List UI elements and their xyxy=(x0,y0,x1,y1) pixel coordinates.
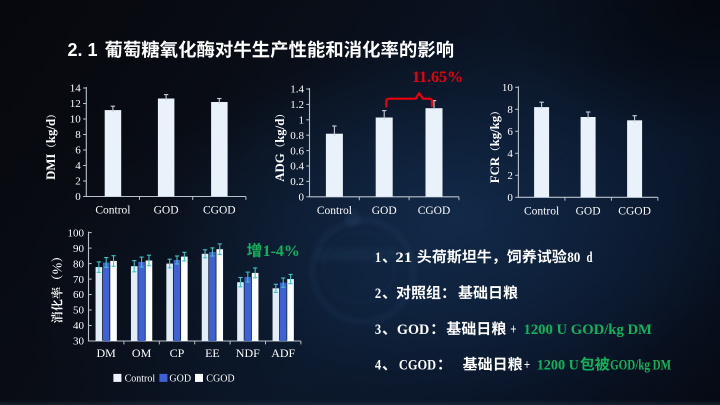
svg-text:CGOD: CGOD xyxy=(206,373,234,384)
svg-text:1.2: 1.2 xyxy=(290,99,304,111)
svg-text:GOD: GOD xyxy=(576,205,601,217)
svg-text:EE: EE xyxy=(205,346,220,360)
svg-text:kg/d: kg/d xyxy=(273,119,287,143)
svg-text:2: 2 xyxy=(75,176,81,188)
svg-text:DM: DM xyxy=(97,346,117,360)
svg-text:CP: CP xyxy=(170,346,185,360)
svg-text:1: 1 xyxy=(375,250,381,266)
svg-text:1.4: 1.4 xyxy=(290,84,304,96)
svg-text:Control: Control xyxy=(317,205,352,217)
svg-text:0.6: 0.6 xyxy=(290,145,304,157)
svg-text:40: 40 xyxy=(73,320,85,332)
svg-text:CGOD: CGOD xyxy=(399,358,436,374)
svg-text:2. 1: 2. 1 xyxy=(68,40,98,60)
svg-text:OM: OM xyxy=(132,346,152,360)
svg-text:6: 6 xyxy=(507,126,513,138)
svg-text:+: + xyxy=(510,322,516,338)
svg-text:14: 14 xyxy=(70,83,82,95)
svg-text:CGOD: CGOD xyxy=(203,205,236,217)
svg-text:GOD: GOD xyxy=(169,373,191,384)
svg-text:kg/kg: kg/kg xyxy=(488,115,502,146)
svg-text:Control: Control xyxy=(125,373,156,384)
svg-text:CGOD: CGOD xyxy=(418,205,451,217)
svg-text:0: 0 xyxy=(299,192,305,204)
svg-text:GOD: GOD xyxy=(397,322,430,338)
svg-text:4: 4 xyxy=(507,148,513,160)
svg-text:0.2: 0.2 xyxy=(290,176,304,188)
svg-text:0.4: 0.4 xyxy=(290,161,304,173)
svg-text:8: 8 xyxy=(507,104,513,116)
svg-text:4: 4 xyxy=(75,160,81,172)
svg-text:4: 4 xyxy=(375,358,382,374)
svg-text:8: 8 xyxy=(75,129,81,141)
svg-text:10: 10 xyxy=(70,114,82,126)
svg-text:80: 80 xyxy=(73,258,85,270)
svg-text:ADG: ADG xyxy=(273,153,287,181)
svg-text:GOD: GOD xyxy=(154,205,179,217)
svg-text:60: 60 xyxy=(73,289,85,301)
svg-text:11.65%: 11.65% xyxy=(412,69,463,86)
svg-text:0.8: 0.8 xyxy=(290,130,304,142)
svg-text:2: 2 xyxy=(507,170,513,182)
svg-text:1200 U: 1200 U xyxy=(537,358,579,374)
svg-text:70: 70 xyxy=(73,274,85,286)
svg-text:30: 30 xyxy=(73,336,85,348)
svg-text:80: 80 xyxy=(567,250,580,266)
svg-text:NDF: NDF xyxy=(236,346,260,360)
svg-text:CGOD: CGOD xyxy=(618,205,651,217)
svg-text:12: 12 xyxy=(70,98,81,110)
svg-text:GOD/kg DM: GOD/kg DM xyxy=(610,358,671,374)
svg-text:2: 2 xyxy=(375,286,381,302)
svg-text:Control: Control xyxy=(524,205,559,217)
svg-text:90: 90 xyxy=(73,243,85,255)
svg-text:kg/d: kg/d xyxy=(44,119,58,143)
svg-text:+: + xyxy=(524,358,530,374)
svg-text:0: 0 xyxy=(75,191,81,203)
svg-text:d: d xyxy=(587,250,593,266)
svg-text:1200 U GOD/kg DM: 1200 U GOD/kg DM xyxy=(524,322,652,338)
svg-text:Control: Control xyxy=(95,205,130,217)
svg-text:6: 6 xyxy=(75,145,81,157)
svg-text:DMI: DMI xyxy=(44,154,58,180)
svg-text:3: 3 xyxy=(375,322,381,338)
svg-text:1-4%: 1-4% xyxy=(263,243,300,260)
svg-text:50: 50 xyxy=(73,305,85,317)
svg-text:21: 21 xyxy=(395,250,412,266)
svg-text:100: 100 xyxy=(68,227,85,239)
svg-text:10: 10 xyxy=(502,82,514,94)
svg-text:ADF: ADF xyxy=(271,346,295,360)
svg-text:FCR: FCR xyxy=(488,156,502,183)
svg-text:1: 1 xyxy=(299,115,305,127)
svg-text:GOD: GOD xyxy=(372,205,397,217)
svg-text:0: 0 xyxy=(507,192,513,204)
